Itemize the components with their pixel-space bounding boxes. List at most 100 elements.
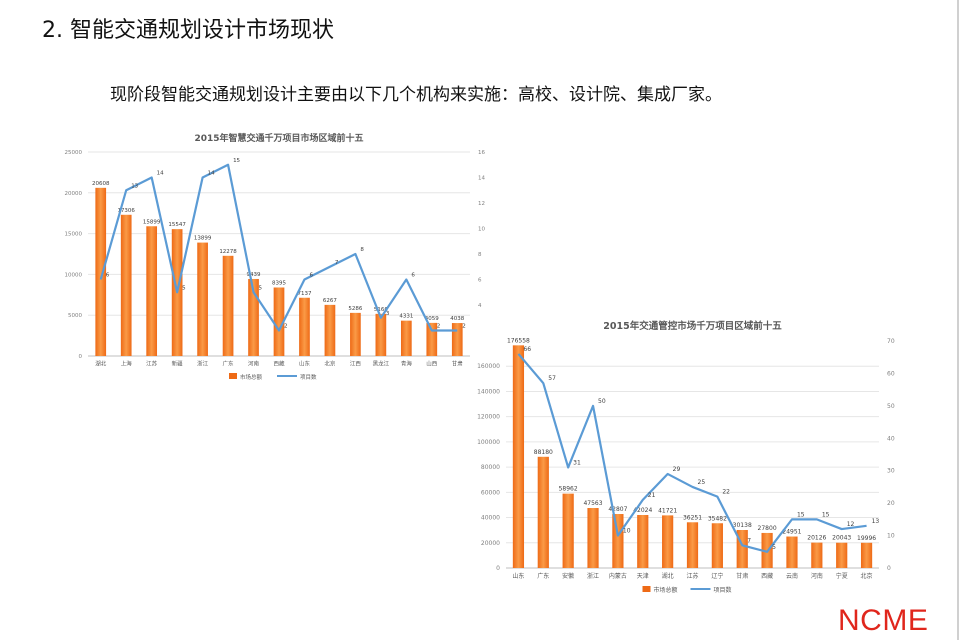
chart1-y-tick-label: 25000 [65, 150, 83, 156]
chart1-legend-bar-label: 市场总额 [240, 373, 263, 381]
chart1-y2-tick-label: 6 [478, 278, 482, 284]
chart1-bar-value-label: 15547 [168, 222, 186, 228]
chart1-y2-tick-label: 12 [478, 201, 485, 207]
chart2-line-value-label: 7 [747, 537, 751, 544]
chart2-y2-tick-label: 10 [887, 533, 895, 540]
chart1-category-label: 湖北 [95, 360, 107, 368]
chart1-bar-value-label: 6267 [323, 298, 337, 304]
chart2-bar-value-label: 88180 [534, 449, 553, 456]
chart2-line-value-label: 22 [722, 489, 730, 496]
chart2-y-tick-label: 120000 [477, 414, 500, 421]
chart2-legend-bar-swatch [642, 586, 651, 592]
chart1-category-label: 江西 [350, 361, 362, 368]
chart2-line-value-label: 31 [573, 459, 581, 466]
chart2-category-label: 西藏 [761, 572, 773, 580]
chart1-bar [273, 287, 285, 356]
chart2-bar [537, 456, 549, 568]
chart1-bar [146, 226, 158, 356]
chart2-bar-value-label: 20126 [807, 535, 826, 542]
chart2-bar-value-label: 27800 [758, 525, 777, 532]
chart1-category-label: 青海 [401, 360, 413, 368]
chart1-bar-value-label: 17306 [117, 208, 135, 214]
chart1-bar [350, 312, 361, 356]
chart2-bar [612, 514, 624, 568]
chart2-line-value-label: 10 [623, 528, 631, 535]
chart1-category-label: 黑龙江 [373, 360, 390, 368]
chart1-bar-value-label: 4331 [399, 314, 413, 320]
chart2-y2-tick-label: 0 [887, 565, 891, 572]
chart1-category-label: 山东 [299, 360, 311, 368]
chart1-line-value-label: 5 [182, 285, 186, 291]
chart1-line-series [99, 163, 458, 332]
chart1-line-value-label: 3 [386, 311, 390, 317]
chart1-bar-value-label: 8395 [272, 280, 286, 286]
chart1-line-value-label: 2 [437, 324, 441, 330]
chart2-category-label: 浙江 [587, 572, 599, 580]
chart-traffic-control-svg: 2015年交通管控市场千万项目区域前十五 0 20000 40000 60000 8000… [477, 320, 895, 594]
chart2-bar-value-label: 42024 [633, 507, 652, 514]
chart2-line-series [517, 353, 867, 553]
chart1-line-value-label: 6 [411, 273, 415, 279]
chart2-category-label: 云南 [786, 572, 798, 580]
chart1-bar [324, 304, 336, 356]
brand-logo-text: NCME [838, 604, 929, 637]
chart1-line-value-label: 13 [131, 183, 138, 189]
chart2-line-value-label: 12 [847, 521, 855, 528]
chart2-category-label: 辽宁 [711, 572, 723, 580]
chart2-bar-value-label: 35482 [708, 515, 727, 522]
chart2-title: 2015年交通管控市场千万项目区域前十五 [603, 320, 782, 332]
chart2-bar [711, 523, 723, 568]
chart2-y2-tick-label: 40 [887, 435, 895, 442]
chart1-line-value-label: 15 [233, 158, 240, 164]
chart2-line-value-label: 57 [548, 375, 556, 382]
chart1-line-value-label: 8 [360, 247, 364, 253]
chart1-category-label: 甘肃 [452, 360, 464, 368]
chart2-bar [786, 536, 798, 568]
chart2-bar [836, 542, 848, 568]
chart1-bar [197, 242, 208, 356]
chart1-y-tick-label: 20000 [65, 191, 83, 197]
chart2-bar [662, 515, 674, 568]
chart1-bar-value-label: 12278 [219, 249, 237, 255]
chart2-y-tick-label: 40000 [481, 515, 500, 522]
chart1-line-value-label: 2 [462, 324, 466, 330]
chart1-y2-tick-label: 8 [478, 252, 482, 258]
chart1-category-label: 浙江 [197, 360, 209, 368]
chart2-y2-tick-label: 60 [887, 370, 895, 377]
chart2-bar-value-label: 176558 [507, 337, 530, 344]
chart1-category-label: 山西 [426, 360, 438, 368]
chart1-category-label: 河南 [248, 360, 260, 368]
chart2-category-label: 北京 [861, 572, 873, 580]
chart2-bar-value-label: 20043 [832, 535, 851, 542]
chart1-bar-value-label: 9439 [247, 272, 261, 278]
chart2-bar-value-label: 42807 [608, 506, 627, 513]
chart1-bar [299, 297, 310, 356]
chart1-line-value-label: 14 [157, 171, 164, 177]
chart1-line-value-label: 2 [284, 324, 288, 330]
chart2-y2-tick-label: 70 [887, 338, 895, 345]
chart1-category-label: 北京 [324, 360, 336, 368]
chart2-bar [736, 529, 748, 568]
chart2-y-tick-label: 60000 [481, 489, 500, 496]
chart2-bar [860, 542, 873, 568]
chart2-line-value-label: 29 [673, 466, 681, 473]
slide-title: 2. 智能交通规划设计市场现状 [42, 18, 334, 43]
chart1-legend-line-label: 项目数 [300, 373, 317, 381]
chart1-bar-value-label: 15899 [143, 219, 161, 225]
chart2-y2-tick-label: 20 [887, 500, 895, 507]
chart1-y2-tick-label: 14 [478, 176, 485, 182]
chart2-line-value-label: 25 [698, 479, 706, 486]
chart2-category-label: 河南 [811, 572, 823, 580]
chart2-y-tick-label: 100000 [477, 439, 500, 446]
chart2-bar-value-label: 36251 [683, 514, 702, 521]
chart2-bar [587, 508, 599, 568]
chart2-bar [512, 345, 525, 568]
chart2-category-label: 天津 [637, 573, 649, 580]
chart2-bar [811, 542, 823, 568]
chart2-y2-tick-label: 30 [887, 468, 895, 475]
chart2-y-tick-label: 20000 [481, 540, 500, 547]
chart2-y-tick-label: 0 [496, 565, 500, 572]
chart2-bar-value-label: 19996 [857, 535, 876, 542]
chart-traffic-control: 2015年交通管控市场千万项目区域前十五 0 20000 40000 60000 8000… [474, 313, 904, 603]
chart1-bar [451, 323, 463, 356]
